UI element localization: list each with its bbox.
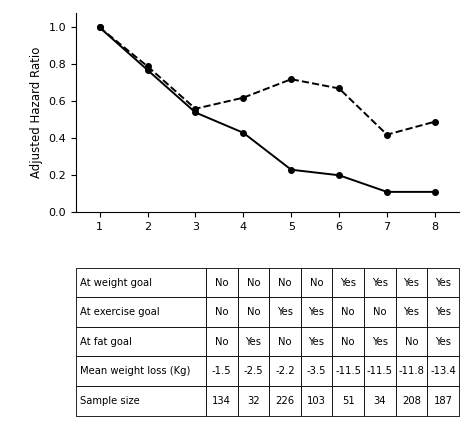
Bar: [395, 297, 427, 327]
Bar: [237, 268, 269, 297]
Bar: [301, 327, 333, 357]
Bar: [76, 327, 206, 357]
Bar: [333, 268, 364, 297]
Bar: [427, 327, 459, 357]
Text: -11.5: -11.5: [335, 366, 361, 376]
Bar: [269, 327, 301, 357]
Text: Yes: Yes: [340, 278, 356, 287]
Bar: [364, 357, 395, 386]
Text: No: No: [246, 278, 260, 287]
Text: 34: 34: [374, 396, 386, 406]
Bar: [206, 297, 237, 327]
Bar: [427, 297, 459, 327]
Text: Yes: Yes: [372, 337, 388, 347]
Text: Yes: Yes: [372, 278, 388, 287]
Bar: [333, 357, 364, 386]
Y-axis label: Adjusted Hazard Ratio: Adjusted Hazard Ratio: [30, 47, 43, 178]
Bar: [237, 327, 269, 357]
Bar: [76, 357, 206, 386]
Bar: [364, 268, 395, 297]
Text: Yes: Yes: [403, 307, 420, 317]
Text: Yes: Yes: [308, 307, 324, 317]
Text: 32: 32: [247, 396, 260, 406]
Bar: [395, 386, 427, 416]
Text: Yes: Yes: [435, 337, 451, 347]
Bar: [333, 327, 364, 357]
Bar: [269, 357, 301, 386]
Bar: [269, 297, 301, 327]
Text: No: No: [373, 307, 386, 317]
Bar: [76, 268, 206, 297]
Text: No: No: [278, 278, 292, 287]
Text: Yes: Yes: [435, 307, 451, 317]
Bar: [237, 297, 269, 327]
Bar: [76, 386, 206, 416]
Text: Yes: Yes: [403, 278, 420, 287]
Text: At fat goal: At fat goal: [80, 337, 132, 347]
Text: -11.8: -11.8: [398, 366, 424, 376]
Text: 226: 226: [275, 396, 295, 406]
Bar: [301, 268, 333, 297]
Bar: [427, 268, 459, 297]
Text: -11.5: -11.5: [367, 366, 393, 376]
Bar: [301, 357, 333, 386]
Bar: [301, 386, 333, 416]
Text: Yes: Yes: [308, 337, 324, 347]
Text: -2.2: -2.2: [275, 366, 295, 376]
Text: At exercise goal: At exercise goal: [80, 307, 160, 317]
Text: Yes: Yes: [245, 337, 262, 347]
Text: -13.4: -13.4: [430, 366, 456, 376]
Text: No: No: [215, 307, 228, 317]
Text: -3.5: -3.5: [307, 366, 326, 376]
Text: Yes: Yes: [277, 307, 293, 317]
Bar: [364, 327, 395, 357]
Bar: [395, 357, 427, 386]
Bar: [206, 357, 237, 386]
Text: Mean weight loss (Kg): Mean weight loss (Kg): [80, 366, 191, 376]
Text: Yes: Yes: [435, 278, 451, 287]
Text: No: No: [310, 278, 324, 287]
Bar: [237, 386, 269, 416]
Bar: [395, 327, 427, 357]
Text: Sample size: Sample size: [80, 396, 140, 406]
Bar: [364, 297, 395, 327]
Bar: [364, 386, 395, 416]
Bar: [237, 357, 269, 386]
Text: -1.5: -1.5: [212, 366, 232, 376]
Bar: [76, 297, 206, 327]
Bar: [333, 297, 364, 327]
Text: 51: 51: [342, 396, 355, 406]
Bar: [269, 386, 301, 416]
Bar: [269, 268, 301, 297]
Text: 103: 103: [307, 396, 326, 406]
Bar: [301, 297, 333, 327]
Text: No: No: [246, 307, 260, 317]
Bar: [206, 268, 237, 297]
Text: No: No: [215, 278, 228, 287]
Bar: [206, 327, 237, 357]
Text: 208: 208: [402, 396, 421, 406]
Bar: [427, 386, 459, 416]
Text: At weight goal: At weight goal: [80, 278, 152, 287]
Text: 187: 187: [434, 396, 453, 406]
Bar: [427, 357, 459, 386]
Bar: [333, 386, 364, 416]
Text: -2.5: -2.5: [244, 366, 263, 376]
Text: No: No: [342, 307, 355, 317]
Text: No: No: [342, 337, 355, 347]
Text: No: No: [404, 337, 418, 347]
Bar: [206, 386, 237, 416]
Text: No: No: [215, 337, 228, 347]
Text: 134: 134: [212, 396, 231, 406]
Bar: [395, 268, 427, 297]
Text: No: No: [278, 337, 292, 347]
